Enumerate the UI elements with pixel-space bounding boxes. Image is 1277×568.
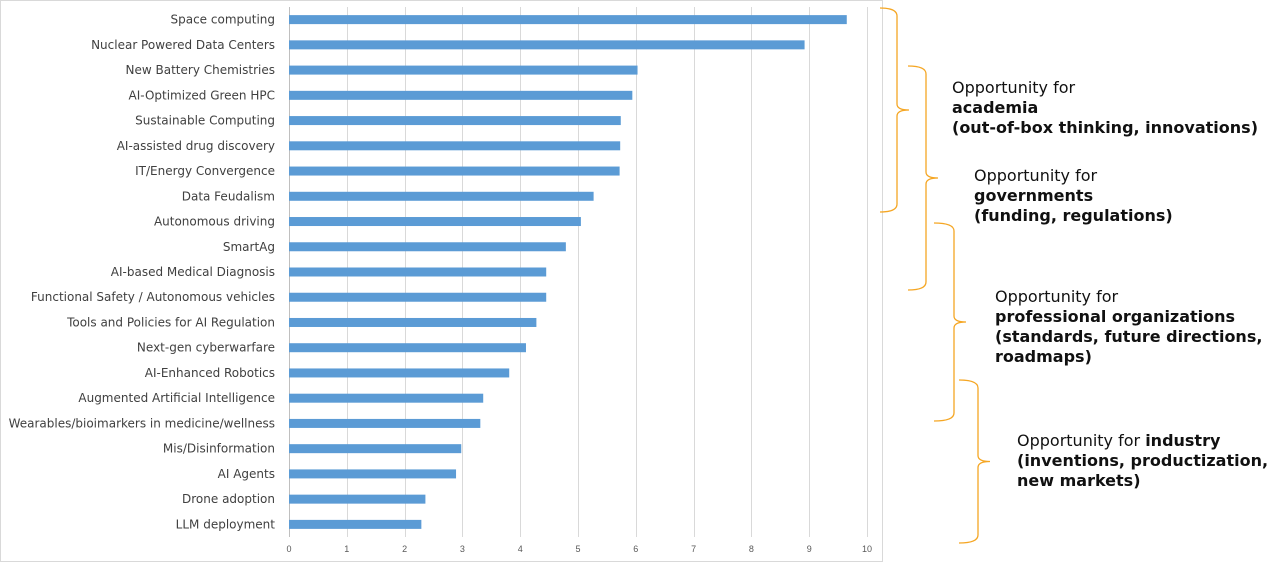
bracket-industry — [958, 379, 991, 544]
bar — [289, 292, 547, 302]
bar — [289, 418, 481, 428]
annotation-prof-line4: roadmaps) — [995, 347, 1092, 366]
annotation-governments-line3: (funding, regulations) — [974, 206, 1173, 225]
category-label: Nuclear Powered Data Centers — [91, 38, 275, 52]
x-tick-label: 8 — [749, 544, 754, 554]
category-label: Space computing — [171, 13, 276, 27]
category-label: Data Feudalism — [182, 189, 275, 203]
bar — [289, 65, 638, 75]
bar — [289, 469, 457, 479]
annotation-governments: Opportunity for governments (funding, re… — [974, 166, 1173, 226]
bar — [289, 191, 594, 201]
bar — [289, 267, 547, 277]
bracket-academia — [879, 7, 910, 213]
category-label: Augmented Artificial Intelligence — [78, 391, 275, 405]
category-label: Drone adoption — [182, 492, 275, 506]
bar — [289, 15, 847, 25]
x-tick-label: 1 — [344, 544, 349, 554]
annotation-prof-line2: professional organizations — [995, 307, 1236, 326]
chart-frame — [0, 0, 883, 562]
category-label: Functional Safety / Autonomous vehicles — [31, 290, 275, 304]
bar — [289, 90, 633, 100]
bar — [289, 141, 621, 151]
x-tick-label: 7 — [691, 544, 696, 554]
x-tick-label: 0 — [286, 544, 291, 554]
bar — [289, 317, 537, 327]
bar — [289, 116, 621, 126]
x-axis-tick-labels: 0 1 2 3 4 5 6 7 8 9 10 — [286, 544, 872, 554]
bar — [289, 519, 422, 529]
annotation-prof-line1: Opportunity for — [995, 287, 1119, 306]
annotation-academia-line1: Opportunity for — [952, 78, 1076, 97]
bracket-professional-organizations — [933, 222, 967, 422]
bars — [289, 15, 847, 529]
x-tick-label: 5 — [575, 544, 580, 554]
annotation-industry: Opportunity for industry (inventions, pr… — [1017, 431, 1268, 491]
brackets — [879, 7, 991, 544]
bar — [289, 393, 484, 403]
annotation-professional-organizations: Opportunity for professional organizatio… — [995, 287, 1262, 367]
category-label: Sustainable Computing — [135, 114, 275, 128]
annotation-industry-bold-word: industry — [1145, 431, 1221, 450]
category-label: Mis/Disinformation — [163, 442, 275, 456]
bar — [289, 368, 510, 378]
category-label: AI-assisted drug discovery — [117, 139, 275, 153]
bar — [289, 343, 526, 353]
category-label: Tools and Policies for AI Regulation — [66, 315, 275, 329]
annotation-industry-line1: Opportunity for — [1017, 431, 1146, 450]
category-label: SmartAg — [223, 240, 275, 254]
bar — [289, 494, 426, 504]
x-tick-label: 4 — [518, 544, 523, 554]
annotation-industry-line3: new markets) — [1017, 471, 1141, 490]
category-label: AI-Enhanced Robotics — [145, 366, 275, 380]
bar — [289, 166, 620, 176]
annotation-prof-line3: (standards, future directions, — [995, 327, 1263, 346]
category-label: AI Agents — [218, 467, 275, 481]
category-label: AI-Optimized Green HPC — [129, 88, 275, 102]
x-tick-label: 6 — [633, 544, 638, 554]
bar — [289, 40, 805, 50]
category-label: New Battery Chemistries — [126, 63, 275, 77]
x-tick-label: 2 — [402, 544, 407, 554]
category-label: Wearables/bioimarkers in medicine/wellne… — [9, 416, 275, 430]
bar — [289, 444, 462, 454]
x-tick-label: 3 — [460, 544, 465, 554]
bracket-governments — [907, 65, 939, 291]
x-tick-label: 10 — [862, 544, 872, 554]
category-label: IT/Energy Convergence — [135, 164, 275, 178]
annotation-academia-line3: (out-of-box thinking, innovations) — [952, 118, 1258, 137]
category-label: AI-based Medical Diagnosis — [111, 265, 275, 279]
category-label: Autonomous driving — [154, 215, 275, 229]
category-labels: Space computing Nuclear Powered Data Cent… — [9, 13, 276, 532]
annotation-governments-line1: Opportunity for — [974, 166, 1098, 185]
category-label: Next-gen cyberwarfare — [137, 341, 275, 355]
bar — [289, 242, 566, 252]
x-tick-label: 9 — [807, 544, 812, 554]
category-label: LLM deployment — [176, 517, 276, 531]
bar — [289, 217, 581, 227]
annotation-governments-line2: governments — [974, 186, 1094, 205]
annotation-industry-line2: (inventions, productization, — [1017, 451, 1269, 470]
annotation-academia-line2: academia — [952, 98, 1039, 117]
annotation-academia: Opportunity for academia (out-of-box thi… — [952, 78, 1258, 138]
